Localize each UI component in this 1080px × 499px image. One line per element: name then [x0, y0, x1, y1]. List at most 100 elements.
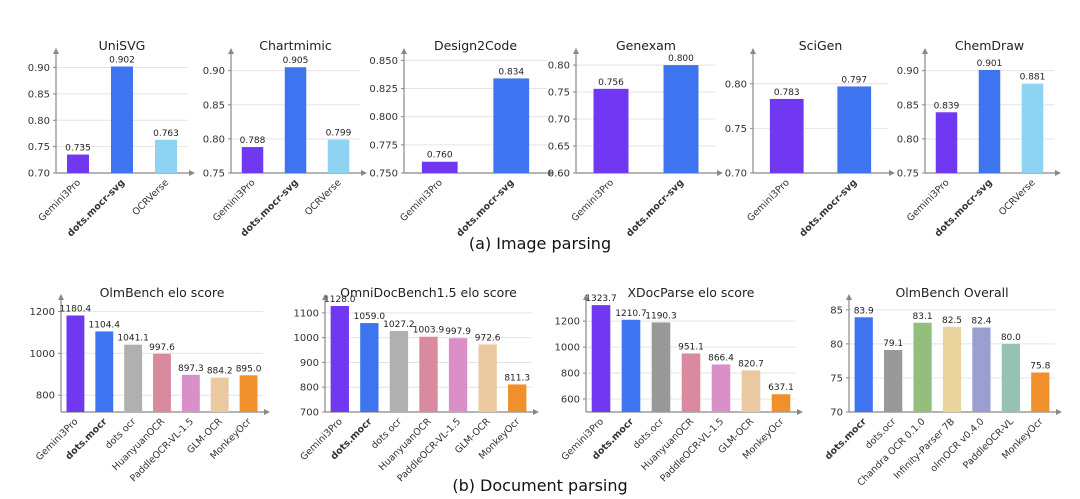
- chart-chemdraw-ytick-label: 0.85: [897, 100, 919, 111]
- chart-olmbench-overall-value-label: 83.9: [854, 306, 874, 316]
- chart-chemdraw-category-label: OCRVerse: [997, 177, 1038, 218]
- chart-olmbench-overall-bar-monkeyocr: [1031, 372, 1050, 412]
- chart-chartmimic-ytick-label: 0.90: [203, 66, 225, 77]
- chart-olmbench-elo-score-value-label: 1041.1: [117, 334, 149, 344]
- chart-xdocparse-elo-score-value-label: 1323.7: [585, 294, 617, 304]
- chart-xdocparse-elo-score-y-axis-arrow: [583, 294, 589, 300]
- chart-olmbench-overall-value-label: 80.0: [1001, 333, 1021, 343]
- chart-omnidocbench1-5-elo-score-title: OmniDocBench1.5 elo score: [340, 285, 517, 300]
- chart-unisvg-y-axis-arrow: [53, 48, 59, 54]
- chart-xdocparse-elo-score-title: XDocParse elo score: [627, 285, 754, 300]
- chart-unisvg-x-axis-arrow: [189, 170, 195, 176]
- chart-unisvg-bar-dots-mocr-svg: [111, 66, 133, 173]
- chart-xdocparse-elo-score-bar-dots-mocr: [621, 319, 641, 412]
- chart-xdocparse-elo-score-bar-paddleocr-vl-1-5: [711, 364, 731, 412]
- chart-chemdraw-x-axis-arrow: [1055, 170, 1061, 176]
- chart-olmbench-overall-bar-dots-mocr: [854, 317, 873, 412]
- chart-chartmimic-category-label: OCRVerse: [303, 177, 344, 218]
- chart-olmbench-elo-score-bar-dots-ocr: [124, 344, 143, 412]
- chart-genexam-category-label: Gemini3Pro: [570, 177, 617, 224]
- chart-chartmimic-value-label: 0.799: [326, 129, 352, 139]
- chart-omnidocbench1-5-elo-score-bar-paddleocr-vl-1-5: [448, 338, 468, 412]
- chart-genexam-x-axis-arrow: [717, 170, 723, 176]
- chart-chemdraw-value-label: 0.901: [977, 59, 1003, 69]
- chart-chemdraw-category-label: Gemini3Pro: [905, 177, 952, 224]
- chart-olmbench-elo-score-bar-gemini3pro: [66, 315, 85, 412]
- chart-olmbench-overall-ytick-label: 75: [830, 373, 843, 384]
- chart-design2code-category-label: dots.mocr-svg: [455, 177, 517, 239]
- chart-olmbench-overall-bar-infinity-parser-7b: [942, 326, 962, 412]
- chart-genexam-category-label: dots.mocr-svg: [624, 177, 686, 239]
- chart-genexam-ytick-label: 0.65: [548, 142, 570, 153]
- chart-olmbench-overall-bar-olmocr-v0-4-0: [972, 327, 991, 412]
- chart-omnidocbench1-5-elo-score-y-axis-arrow: [322, 294, 328, 300]
- chart-omnidocbench1-5-elo-score-value-label: 972.6: [475, 333, 501, 343]
- chart-scigen-value-label: 0.783: [774, 88, 800, 98]
- chart-olmbench-overall-y-axis-arrow: [846, 294, 852, 300]
- chart-olmbench-elo-score-ytick-label: 800: [36, 391, 55, 402]
- chart-xdocparse-elo-score-bar-huanyuanocr: [681, 353, 701, 412]
- chart-olmbench-overall-value-label: 83.1: [913, 312, 933, 322]
- chart-scigen-ytick-label: 0.75: [725, 124, 747, 135]
- chart-xdocparse-elo-score-bar-monkeyocr: [771, 394, 791, 412]
- chart-olmbench-elo-score-x-axis-arrow: [264, 409, 270, 415]
- chart-unisvg-bar-gemini3pro: [67, 154, 89, 173]
- chart-genexam-ytick-label: 0.60: [548, 169, 570, 180]
- chart-omnidocbench1-5-elo-score-value-label: 811.3: [504, 373, 530, 383]
- chart-genexam-title: Genexam: [616, 38, 676, 53]
- chart-chemdraw-bar-ocrverse: [1021, 83, 1044, 173]
- chart-scigen-category-label: dots.mocr-svg: [798, 177, 860, 239]
- chart-omnidocbench1-5-elo-score-value-label: 1003.9: [413, 326, 445, 336]
- chart-design2code-ytick-label: 0.750: [369, 169, 398, 180]
- chart-genexam-value-label: 0.800: [668, 54, 694, 64]
- chart-chartmimic-value-label: 0.905: [283, 56, 309, 66]
- chart-chemdraw-ytick-label: 0.75: [897, 169, 919, 180]
- chart-unisvg-ytick-label: 0.90: [28, 63, 50, 74]
- chart-design2code-ytick-label: 0.850: [369, 56, 398, 67]
- chart-olmbench-elo-score-value-label: 997.6: [149, 343, 175, 353]
- chart-xdocparse-elo-score-ytick-label: 800: [561, 369, 580, 380]
- chart-design2code-bar-gemini3pro: [421, 161, 458, 173]
- chart-xdocparse-elo-score-ytick-label: 600: [561, 395, 580, 406]
- chart-xdocparse-elo-score-value-label: 820.7: [738, 359, 764, 369]
- chart-olmbench-elo-score-bar-paddleocr-vl-1-5: [181, 374, 200, 412]
- chart-chemdraw-bar-dots-mocr-svg: [978, 69, 1001, 173]
- chart-xdocparse-elo-score-x-axis-arrow: [797, 409, 803, 415]
- chart-design2code-value-label: 0.760: [427, 151, 453, 161]
- chart-omnidocbench1-5-elo-score-ytick-label: 1100: [294, 308, 319, 319]
- chart-olmbench-overall-value-label: 82.4: [971, 317, 991, 327]
- chart-omnidocbench1-5-elo-score-bar-gemini3pro: [330, 305, 349, 412]
- chart-xdocparse-elo-score-value-label: 1210.7: [615, 309, 647, 319]
- chart-scigen-category-label: Gemini3Pro: [745, 177, 792, 224]
- chart-chemdraw-value-label: 0.881: [1020, 73, 1046, 83]
- chart-scigen-ytick-label: 0.80: [725, 79, 747, 90]
- chart-olmbench-overall-category-label: PaddleOCR-VL: [961, 416, 1016, 471]
- chart-xdocparse-elo-score-ytick-label: 1200: [555, 317, 580, 328]
- chart-scigen-value-label: 0.797: [841, 75, 867, 85]
- chart-chemdraw-bar-gemini3pro: [935, 112, 958, 173]
- chart-chemdraw-y-axis-arrow: [922, 48, 928, 54]
- chart-genexam-ytick-label: 0.70: [548, 115, 570, 126]
- chart-design2code-ytick-label: 0.800: [369, 112, 398, 123]
- chart-omnidocbench1-5-elo-score-bar-dots-ocr: [389, 330, 409, 412]
- chart-omnidocbench1-5-elo-score-category-label: HuanyuanOCR: [377, 416, 434, 473]
- chart-chartmimic-bar-ocrverse: [327, 139, 350, 173]
- chart-olmbench-elo-score-title: OlmBench elo score: [100, 285, 225, 300]
- chart-omnidocbench1-5-elo-score-bar-glm-ocr: [478, 344, 497, 412]
- chart-omnidocbench1-5-elo-score-value-label: 1027.2: [383, 320, 415, 330]
- chart-olmbench-overall-value-label: 75.8: [1030, 361, 1050, 371]
- chart-unisvg-value-label: 0.902: [109, 55, 135, 65]
- chart-chartmimic-ytick-label: 0.75: [203, 169, 225, 180]
- chart-omnidocbench1-5-elo-score-ytick-label: 700: [300, 408, 319, 419]
- chart-chartmimic-ytick-label: 0.80: [203, 134, 225, 145]
- chart-chartmimic-value-label: 0.788: [240, 136, 266, 146]
- chart-chartmimic-y-axis-arrow: [228, 48, 234, 54]
- chart-unisvg-category-label: OCRVerse: [130, 177, 171, 218]
- chart-unisvg-ytick-label: 0.80: [28, 116, 50, 127]
- chart-genexam-bar-dots-mocr-svg: [663, 65, 699, 173]
- chart-chartmimic-bar-gemini3pro: [241, 147, 264, 173]
- chart-xdocparse-elo-score-value-label: 1190.3: [645, 311, 677, 321]
- chart-scigen-y-axis-arrow: [750, 48, 756, 54]
- chart-scigen-bar-dots-mocr-svg: [837, 86, 872, 173]
- chart-chemdraw-value-label: 0.839: [934, 101, 960, 111]
